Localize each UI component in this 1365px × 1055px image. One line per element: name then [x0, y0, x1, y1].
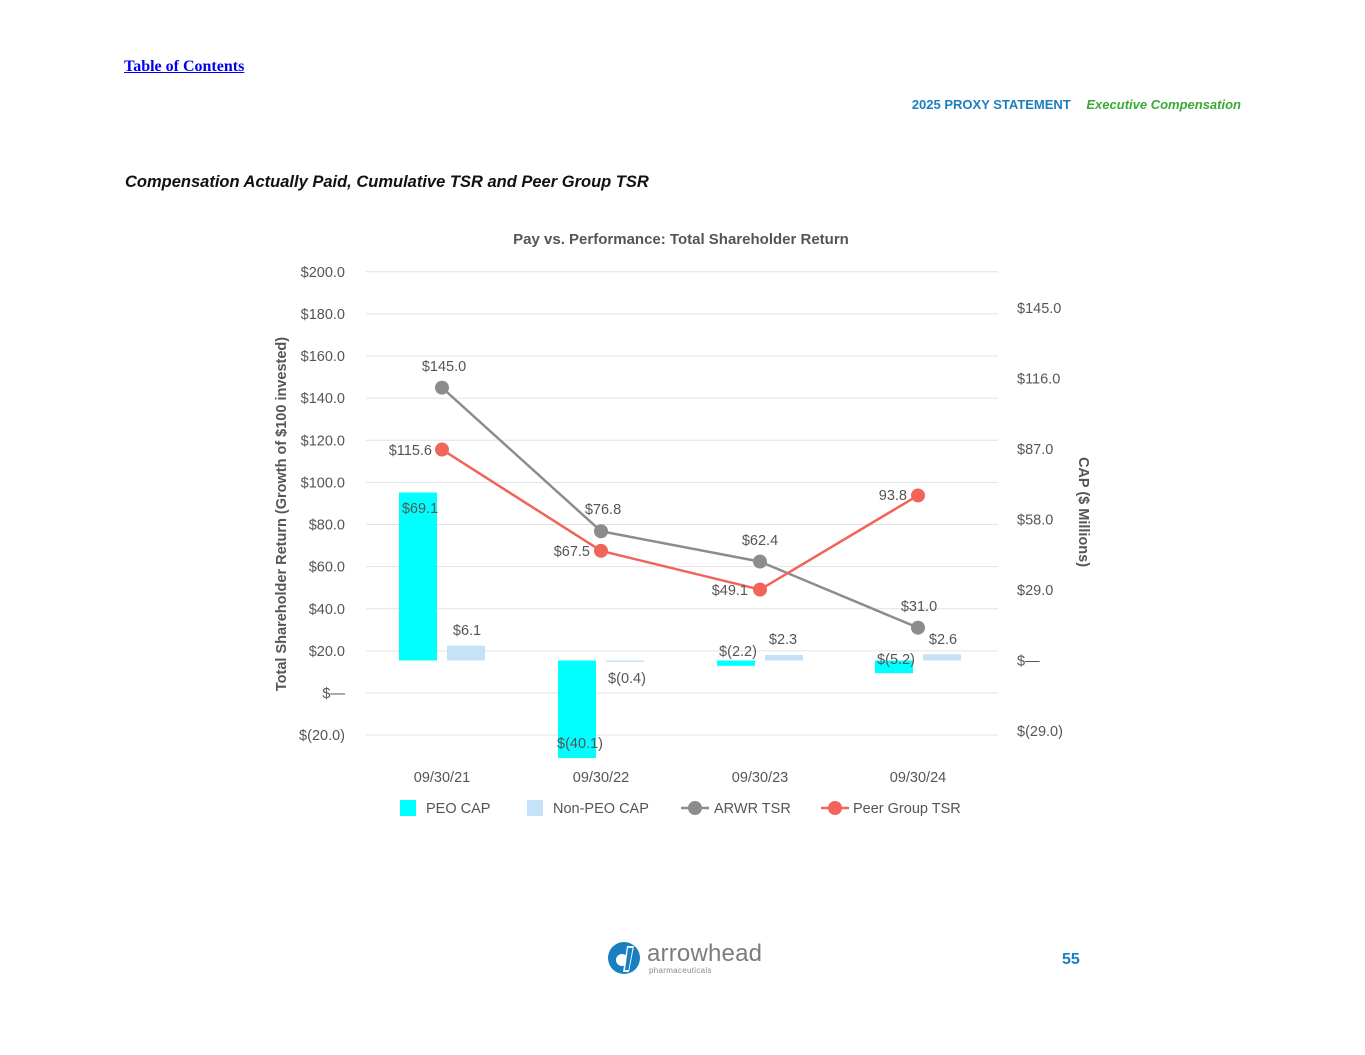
- peer-tsr-data-label: $49.1: [712, 583, 748, 599]
- logo-subtitle: pharmaceuticals: [649, 965, 712, 975]
- legend-swatch-peo-cap: [400, 800, 416, 816]
- arwr-tsr-point: [435, 380, 449, 395]
- legend-label-arwr-tsr: ARWR TSR: [714, 801, 791, 817]
- peer-tsr-point: [753, 582, 767, 597]
- peer-tsr-data-label: $115.6: [389, 443, 432, 459]
- peo-cap-bar: [558, 660, 596, 758]
- table-of-contents-link[interactable]: Table of Contents: [124, 58, 245, 75]
- y-left-tick-label: $—: [322, 686, 345, 702]
- document-label: 2025 PROXY STATEMENT: [911, 97, 1071, 112]
- y-right-tick-label: $87.0: [1017, 442, 1053, 458]
- y-right-tick-label: $58.0: [1017, 513, 1053, 529]
- arwr-tsr-data-label: $31.0: [901, 599, 937, 615]
- legend-swatch-non-peo-cap: [527, 800, 543, 816]
- non-peo-cap-bar: [923, 654, 961, 661]
- legend-label-peer-tsr: Peer Group TSR: [853, 801, 961, 817]
- y-left-tick-label: $60.0: [309, 560, 345, 576]
- page-header: 2025 PROXY STATEMENT Executive Compensat…: [912, 97, 1241, 112]
- section-title: Compensation Actually Paid, Cumulative T…: [125, 173, 649, 191]
- x-tick-label: 09/30/21: [414, 770, 470, 786]
- non-peo-cap-bar: [606, 660, 644, 662]
- peo-cap-data-label: $(5.2): [877, 652, 915, 668]
- non-peo-cap-data-label: $(0.4): [608, 671, 646, 687]
- y-right-axis-title: CAP ($ Millions): [1075, 457, 1091, 567]
- arwr-tsr-data-label: $76.8: [585, 502, 621, 518]
- chart-title: Pay vs. Performance: Total Shareholder R…: [513, 231, 849, 248]
- peer-tsr-point: [435, 442, 449, 457]
- peer-tsr-line: [441, 448, 919, 591]
- arwr-tsr-data-label: $145.0: [422, 359, 466, 375]
- y-right-tick-label: $116.0: [1017, 372, 1060, 388]
- non-peo-cap-bar: [765, 654, 803, 661]
- non-peo-cap-data-label: $2.3: [769, 632, 797, 648]
- x-tick-label: 09/30/23: [732, 770, 788, 786]
- peer-tsr-point: [911, 488, 925, 503]
- arwr-tsr-line: [441, 386, 919, 629]
- y-left-tick-label: $(20.0): [299, 728, 345, 744]
- y-left-tick-label: $160.0: [301, 349, 345, 365]
- logo-name: arrowhead: [647, 939, 763, 967]
- y-left-tick-label: $20.0: [309, 644, 345, 660]
- y-left-tick-label: $40.0: [309, 602, 345, 618]
- y-left-tick-label: $80.0: [309, 518, 345, 534]
- y-left-tick-label: $120.0: [301, 433, 345, 449]
- peo-cap-data-label: $(40.1): [557, 736, 603, 752]
- arwr-tsr-point: [594, 524, 608, 539]
- legend-marker-arwr-tsr: [688, 801, 702, 815]
- arwr-tsr-point: [911, 620, 925, 635]
- y-left-tick-label: $140.0: [301, 391, 345, 407]
- legend-label-peo-cap: PEO CAP: [426, 801, 490, 817]
- arrowhead-logo-icon: [608, 942, 640, 974]
- peo-cap-bar: [717, 660, 755, 666]
- y-left-tick-label: $180.0: [301, 307, 345, 323]
- peer-tsr-point: [594, 543, 608, 558]
- legend-label-non-peo-cap: Non-PEO CAP: [553, 801, 649, 817]
- arwr-tsr-point: [753, 554, 767, 569]
- y-left-axis-title: Total Shareholder Return (Growth of $100…: [274, 337, 290, 691]
- page-number: 55: [1062, 951, 1080, 968]
- section-label: Executive Compensation: [1086, 97, 1241, 112]
- peer-tsr-data-label: $67.5: [554, 544, 590, 560]
- non-peo-cap-data-label: $6.1: [453, 623, 481, 639]
- peo-cap-data-label: $(2.2): [719, 644, 757, 660]
- y-right-tick-label: $(29.0): [1017, 724, 1063, 740]
- y-right-tick-label: $—: [1017, 654, 1040, 670]
- y-left-tick-label: $200.0: [301, 265, 345, 281]
- non-peo-cap-data-label: $2.6: [929, 632, 957, 648]
- peo-cap-bar: [399, 492, 437, 661]
- x-tick-label: 09/30/22: [573, 770, 629, 786]
- peer-tsr-data-label: 93.8: [879, 488, 907, 504]
- x-tick-label: 09/30/24: [890, 770, 946, 786]
- arwr-tsr-data-label: $62.4: [742, 533, 778, 549]
- peo-cap-bar: [875, 660, 913, 674]
- y-right-tick-label: $29.0: [1017, 583, 1053, 599]
- company-logo: arrowhead pharmaceuticals: [607, 938, 762, 978]
- legend-marker-peer-tsr: [828, 801, 842, 815]
- non-peo-cap-bar: [447, 645, 485, 661]
- y-right-tick-label: $145.0: [1017, 301, 1061, 317]
- peo-cap-data-label: $69.1: [402, 501, 438, 517]
- y-left-tick-label: $100.0: [301, 475, 345, 491]
